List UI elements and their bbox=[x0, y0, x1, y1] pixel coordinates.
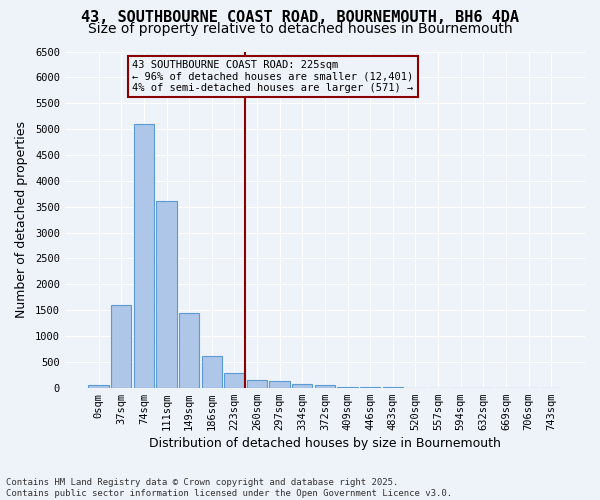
Bar bbox=[111, 305, 131, 388]
Text: 43, SOUTHBOURNE COAST ROAD, BOURNEMOUTH, BH6 4DA: 43, SOUTHBOURNE COAST ROAD, BOURNEMOUTH,… bbox=[81, 10, 519, 25]
Bar bbox=[269, 382, 290, 388]
Bar bbox=[202, 356, 222, 388]
X-axis label: Distribution of detached houses by size in Bournemouth: Distribution of detached houses by size … bbox=[149, 437, 501, 450]
Bar bbox=[247, 380, 267, 388]
Bar bbox=[360, 387, 380, 388]
Bar bbox=[292, 384, 313, 388]
Bar bbox=[224, 372, 245, 388]
Bar bbox=[88, 385, 109, 388]
Bar bbox=[315, 385, 335, 388]
Text: Contains HM Land Registry data © Crown copyright and database right 2025.
Contai: Contains HM Land Registry data © Crown c… bbox=[6, 478, 452, 498]
Y-axis label: Number of detached properties: Number of detached properties bbox=[15, 121, 28, 318]
Bar bbox=[337, 386, 358, 388]
Bar bbox=[157, 202, 176, 388]
Bar bbox=[134, 124, 154, 388]
Bar bbox=[179, 312, 199, 388]
Text: 43 SOUTHBOURNE COAST ROAD: 225sqm
← 96% of detached houses are smaller (12,401)
: 43 SOUTHBOURNE COAST ROAD: 225sqm ← 96% … bbox=[133, 60, 413, 93]
Text: Size of property relative to detached houses in Bournemouth: Size of property relative to detached ho… bbox=[88, 22, 512, 36]
